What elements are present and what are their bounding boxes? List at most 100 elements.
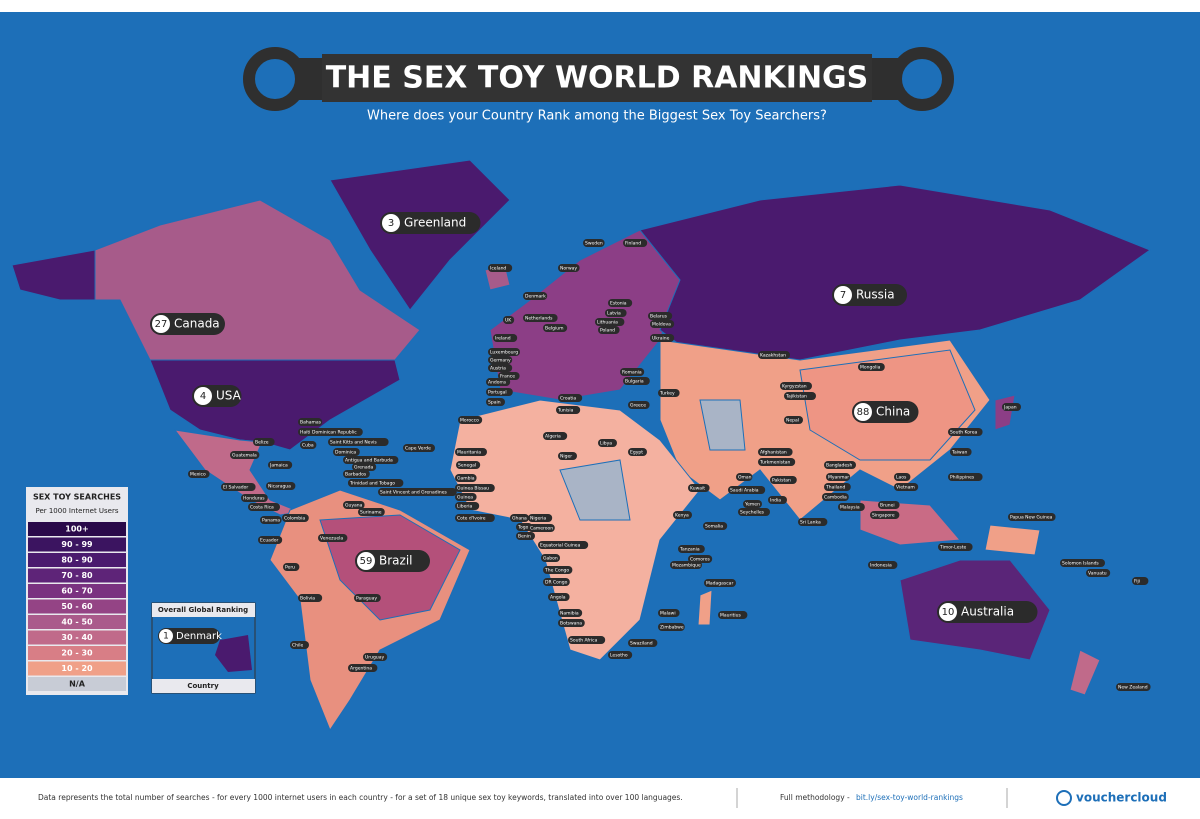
small-badge	[298, 594, 323, 602]
small-label: Liberia	[457, 504, 472, 510]
small-label: Greece	[630, 403, 646, 409]
small-badge	[343, 456, 399, 464]
small-label: Colombia	[284, 516, 305, 522]
small-label: Barbados	[345, 472, 367, 478]
small-badge	[282, 514, 309, 522]
small-badge	[595, 318, 625, 326]
footer-note: Data represents the total number of sear…	[38, 793, 683, 802]
small-label: Kyrgyzstan	[782, 384, 807, 390]
small-label: Saint Vincent and Grenadines	[380, 490, 448, 496]
small-badge	[298, 418, 323, 426]
small-badge	[558, 394, 583, 402]
small-badge	[523, 314, 558, 322]
small-badge	[894, 483, 919, 491]
small-badge	[543, 578, 570, 586]
small-badge	[363, 653, 388, 661]
small-badge	[598, 326, 620, 334]
small-badge	[738, 508, 770, 516]
small-label: Niger	[560, 454, 572, 460]
small-label: New Zealand	[1118, 685, 1148, 691]
rank-circle	[194, 387, 212, 405]
legend-label: 30 - 40	[61, 633, 93, 642]
small-badge	[1116, 683, 1151, 691]
small-badge	[488, 364, 513, 372]
small-badge	[608, 299, 633, 307]
country-name: Greenland	[404, 216, 466, 230]
small-label: Portugal	[488, 390, 507, 396]
rank-circle	[854, 403, 872, 421]
inset-rank: 1	[163, 632, 169, 642]
small-badge	[456, 461, 481, 469]
small-badge	[352, 463, 377, 471]
small-label: The Congo	[544, 568, 569, 574]
small-label: Argentina	[350, 666, 372, 672]
inset-title: Overall Global Ranking	[158, 606, 248, 614]
small-label: Somalia	[705, 524, 723, 530]
small-label: Guinea Bissau	[457, 486, 489, 492]
small-label: Mexico	[190, 472, 206, 478]
small-badge	[878, 501, 900, 509]
methodology-label: Full methodology -	[780, 793, 850, 802]
cuff-link	[298, 58, 324, 100]
legend-subtitle: Per 1000 Internet Users	[35, 507, 118, 515]
small-badge	[548, 593, 570, 601]
small-badge	[528, 524, 555, 532]
small-badge	[318, 534, 348, 542]
small-label: Bangladesh	[826, 463, 853, 469]
small-label: Tunisia	[557, 408, 574, 414]
small-label: Thailand	[825, 485, 845, 491]
small-badge	[268, 461, 293, 469]
small-badge	[736, 473, 753, 481]
small-label: Saudi Arabia	[730, 488, 759, 494]
small-label: Ukraine	[652, 336, 670, 342]
small-badge	[486, 378, 511, 386]
legend-label: 90 - 99	[61, 540, 93, 549]
small-badge	[743, 500, 762, 508]
small-label: Belize	[255, 440, 269, 446]
small-badge	[343, 470, 370, 478]
small-label: Cameroon	[530, 526, 553, 532]
inset-header	[152, 603, 255, 617]
small-label: Cambodia	[824, 495, 847, 501]
small-label: Cape Verde	[405, 446, 431, 452]
methodology-link[interactable]: bit.ly/sex-toy-world-rankings	[856, 793, 963, 802]
small-labels: Iceland Sweden Finland Norway Denmark UK Irela…	[188, 239, 1151, 691]
small-label: Zimbabwe	[660, 625, 684, 631]
small-label: Bulgaria	[625, 379, 644, 385]
small-badge	[378, 488, 457, 496]
small-label: Bahamas	[300, 420, 322, 426]
small-label: UK	[505, 318, 512, 324]
small-label: Norway	[560, 266, 577, 272]
small-badge	[620, 368, 645, 376]
small-label: Mauritius	[720, 613, 741, 619]
legend-label: 70 - 80	[61, 571, 93, 580]
small-label: Turkmenistan	[759, 460, 790, 466]
small-badge	[455, 448, 487, 456]
small-badge	[486, 388, 513, 396]
small-badge	[260, 516, 282, 524]
brand[interactable]: vouchercloud	[1076, 791, 1167, 805]
title: THE SEX TOY WORLD RANKINGS	[326, 61, 869, 96]
small-badge	[623, 377, 650, 385]
labels: 3 Greenland 27 Canada 4 USA 7 Russia 88 China 59 Br…	[150, 212, 1038, 623]
small-label: Gambia	[457, 476, 475, 482]
small-badge	[348, 479, 404, 487]
small-badge	[784, 392, 816, 400]
small-badge	[768, 496, 787, 504]
small-label: Croatia	[560, 396, 576, 402]
small-badge	[605, 309, 627, 317]
small-badge	[798, 518, 828, 526]
small-label: Myanmar	[828, 475, 849, 481]
small-label: Nigeria	[530, 516, 546, 522]
small-label: Latvia	[607, 311, 621, 317]
legend-swatch	[28, 599, 126, 614]
small-label: Germany	[490, 358, 511, 364]
small-label: Peru	[285, 565, 295, 571]
small-badge	[678, 545, 705, 553]
small-label: Malaysia	[840, 505, 860, 511]
small-label: Ghana	[512, 516, 527, 522]
legend-label: 80 - 90	[61, 556, 93, 565]
small-badge	[938, 543, 973, 551]
small-label: Haiti	[300, 430, 310, 436]
small-label: Grenada	[354, 465, 373, 471]
